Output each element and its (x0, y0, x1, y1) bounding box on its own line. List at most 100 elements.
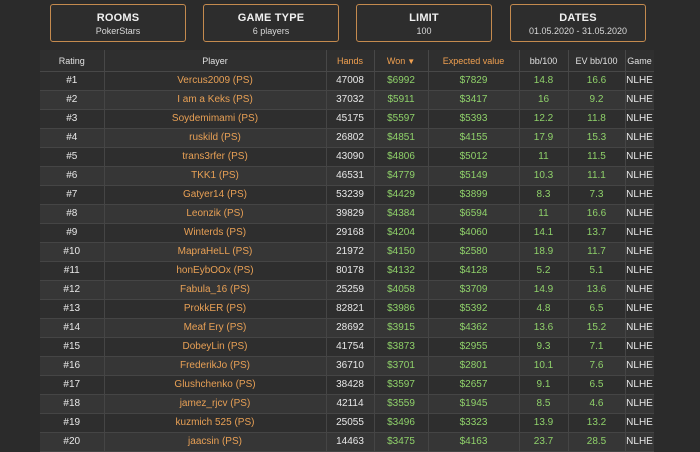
player-link[interactable]: trans3rfer (PS) (104, 147, 327, 167)
ev-bb100-cell: 28.5 (568, 432, 626, 452)
ev-bb100-cell: 4.6 (568, 394, 626, 414)
hands-cell: 25055 (326, 413, 375, 433)
dates-filter[interactable]: DATES 01.05.2020 - 31.05.2020 (510, 4, 646, 42)
won-cell: $5597 (374, 109, 429, 129)
ev-bb100-cell: 7.6 (568, 356, 626, 376)
table-row[interactable]: #19 kuzmich 525 (PS) 25055 $3496 $3323 13.9 13… (40, 413, 654, 433)
bb100-cell: 13.6 (519, 318, 569, 338)
player-link[interactable]: Vercus2009 (PS) (104, 71, 327, 91)
game-cell: NLHE (625, 413, 654, 433)
table-row[interactable]: #7 Gatyer14 (PS) 53239 $4429 $3899 8.3 7.3 NLHE (40, 185, 654, 205)
rating-cell: #14 (40, 318, 105, 338)
player-link[interactable]: jamez_rjcv (PS) (104, 394, 327, 414)
limit-filter[interactable]: LIMIT 100 (356, 4, 492, 42)
table-row[interactable]: #6 TKK1 (PS) 46531 $4779 $5149 10.3 11.1 NLHE (40, 166, 654, 186)
game-cell: NLHE (625, 223, 654, 243)
player-link[interactable]: Meaf Ery (PS) (104, 318, 327, 338)
player-link[interactable]: honEybOOx (PS) (104, 261, 327, 281)
table-row[interactable]: #1 Vercus2009 (PS) 47008 $6992 $7829 14.8 16.6… (40, 71, 654, 91)
game-cell: NLHE (625, 147, 654, 167)
hands-cell: 37032 (326, 90, 375, 110)
player-link[interactable]: ProkkER (PS) (104, 299, 327, 319)
hands-cell: 82821 (326, 299, 375, 319)
won-cell: $4150 (374, 242, 429, 262)
won-cell: $4806 (374, 147, 429, 167)
expected-value-cell: $5393 (428, 109, 520, 129)
player-link[interactable]: Gatyer14 (PS) (104, 185, 327, 205)
limit-filter-title: LIMIT (409, 12, 439, 24)
player-link[interactable]: TKK1 (PS) (104, 166, 327, 186)
table-row[interactable]: #5 trans3rfer (PS) 43090 $4806 $5012 11 11.5 NL… (40, 147, 654, 167)
player-link[interactable]: DobeyLin (PS) (104, 337, 327, 357)
player-link[interactable]: Glushchenko (PS) (104, 375, 327, 395)
hands-cell: 26802 (326, 128, 375, 148)
ev-bb100-cell: 11.1 (568, 166, 626, 186)
expected-value-cell: $4362 (428, 318, 520, 338)
rating-cell: #7 (40, 185, 105, 205)
ev-bb100-cell: 7.3 (568, 185, 626, 205)
header-ev-bb100[interactable]: EV bb/100 (568, 50, 626, 72)
game-cell: NLHE (625, 280, 654, 300)
bb100-cell: 5.2 (519, 261, 569, 281)
table-row[interactable]: #14 Meaf Ery (PS) 28692 $3915 $4362 13.6 15.2 N… (40, 318, 654, 338)
expected-value-cell: $3417 (428, 90, 520, 110)
ev-bb100-cell: 11.8 (568, 109, 626, 129)
player-link[interactable]: jaacsin (PS) (104, 432, 327, 452)
header-hands[interactable]: Hands (326, 50, 375, 72)
player-link[interactable]: I am a Keks (PS) (104, 90, 327, 110)
table-row[interactable]: #3 Soydemimami (PS) 45175 $5597 $5393 12.2 11.… (40, 109, 654, 129)
bb100-cell: 11 (519, 204, 569, 224)
expected-value-cell: $5149 (428, 166, 520, 186)
table-row[interactable]: #15 DobeyLin (PS) 41754 $3873 $2955 9.3 7.1 NLH… (40, 337, 654, 357)
dates-filter-title: DATES (559, 12, 597, 24)
expected-value-cell: $4163 (428, 432, 520, 452)
bb100-cell: 4.8 (519, 299, 569, 319)
player-link[interactable]: MapraHeLL (PS) (104, 242, 327, 262)
header-expected-value[interactable]: Expected value (428, 50, 520, 72)
player-link[interactable]: Leonzik (PS) (104, 204, 327, 224)
game-cell: NLHE (625, 337, 654, 357)
game-cell: NLHE (625, 71, 654, 91)
table-row[interactable]: #8 Leonzik (PS) 39829 $4384 $6594 11 16.6 NLHE (40, 204, 654, 224)
player-link[interactable]: Soydemimami (PS) (104, 109, 327, 129)
table-row[interactable]: #20 jaacsin (PS) 14463 $3475 $4163 23.7 28.5 NL… (40, 432, 654, 452)
player-link[interactable]: FrederikJo (PS) (104, 356, 327, 376)
table-row[interactable]: #16 FrederikJo (PS) 36710 $3701 $2801 10.1 7.6… (40, 356, 654, 376)
table-row[interactable]: #13 ProkkER (PS) 82821 $3986 $5392 4.8 6.5 NLHE (40, 299, 654, 319)
header-player[interactable]: Player (104, 50, 327, 72)
rooms-filter[interactable]: ROOMS PokerStars (50, 4, 186, 42)
player-link[interactable]: Winterds (PS) (104, 223, 327, 243)
table-row[interactable]: #2 I am a Keks (PS) 37032 $5911 $3417 16 9.2 NL… (40, 90, 654, 110)
won-cell: $3559 (374, 394, 429, 414)
rating-cell: #20 (40, 432, 105, 452)
game-cell: NLHE (625, 432, 654, 452)
game-cell: NLHE (625, 375, 654, 395)
table-row[interactable]: #4 ruskild (PS) 26802 $4851 $4155 17.9 15.3 NLH… (40, 128, 654, 148)
rating-cell: #16 (40, 356, 105, 376)
hands-cell: 38428 (326, 375, 375, 395)
table-row[interactable]: #11 honEybOOx (PS) 80178 $4132 $4128 5.2 5.1 NL… (40, 261, 654, 281)
game-type-filter[interactable]: GAME TYPE 6 players (203, 4, 339, 42)
player-link[interactable]: ruskild (PS) (104, 128, 327, 148)
filter-bar: ROOMS PokerStars GAME TYPE 6 players LIM… (0, 0, 700, 46)
header-game[interactable]: Game (625, 50, 654, 72)
game-cell: NLHE (625, 299, 654, 319)
bb100-cell: 17.9 (519, 128, 569, 148)
hands-cell: 53239 (326, 185, 375, 205)
sort-desc-icon: ▼ (407, 56, 416, 66)
hands-cell: 47008 (326, 71, 375, 91)
won-cell: $6992 (374, 71, 429, 91)
header-won[interactable]: Won ▼ (374, 50, 429, 72)
header-rating[interactable]: Rating (40, 50, 105, 72)
table-row[interactable]: #17 Glushchenko (PS) 38428 $3597 $2657 9.1 6.5… (40, 375, 654, 395)
ev-bb100-cell: 16.6 (568, 204, 626, 224)
header-bb100[interactable]: bb/100 (519, 50, 569, 72)
game-cell: NLHE (625, 394, 654, 414)
player-link[interactable]: kuzmich 525 (PS) (104, 413, 327, 433)
player-link[interactable]: Fabula_16 (PS) (104, 280, 327, 300)
table-row[interactable]: #10 MapraHeLL (PS) 21972 $4150 $2580 18.9 11.7… (40, 242, 654, 262)
table-row[interactable]: #18 jamez_rjcv (PS) 42114 $3559 $1945 8.5 4.6 N… (40, 394, 654, 414)
table-row[interactable]: #12 Fabula_16 (PS) 25259 $4058 $3709 14.9 13.6… (40, 280, 654, 300)
table-row[interactable]: #9 Winterds (PS) 29168 $4204 $4060 14.1 13.7 NL… (40, 223, 654, 243)
bb100-cell: 8.3 (519, 185, 569, 205)
